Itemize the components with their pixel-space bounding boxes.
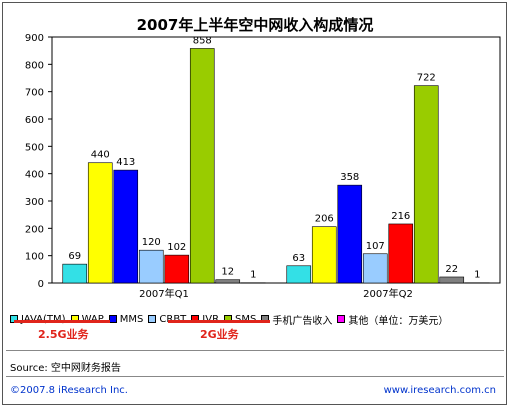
legend-swatch [337,315,346,323]
chart-title: 2007年上半年空中网收入构成情况 [137,16,374,34]
legend-swatch [108,315,117,323]
bar [87,162,113,284]
y-tick-label: 500 [25,142,44,153]
bar-chart: 2007年上半年空中网收入构成情况 0 100 200 300 400 500 600 700… [25,16,501,300]
y-tick-label: 100 [25,252,44,263]
x-category-label: 2007年Q1 [139,287,189,300]
bar [240,282,266,284]
bar [362,253,388,284]
data-label: 102 [167,242,186,253]
group-underline-2g [168,320,270,323]
y-tick-label: 0 [38,279,44,290]
legend-label: SMS [235,313,257,325]
bar [439,276,465,284]
bar [138,249,164,284]
bar [286,265,312,284]
bar [337,184,363,284]
legend-label: 其他（单位：万美元） [348,315,449,327]
y-tick-label: 400 [25,170,44,181]
y-tick-label: 700 [25,88,44,99]
legend-label: IVR [202,313,220,325]
data-label: 440 [91,150,110,161]
data-label: 22 [445,264,458,275]
bar [62,263,88,284]
y-tick-label: 200 [25,224,44,235]
legend-label: MMS [119,313,144,325]
bar [189,48,215,284]
data-label: 1 [250,270,256,281]
divider-top [6,350,504,351]
data-label: 120 [142,237,161,248]
group-underline-25g [14,320,110,323]
legend-swatch [148,315,157,323]
chart-frame [2,2,507,405]
copyright-text: ©2007.8 iResearch Inc. [10,385,128,396]
data-label: 722 [417,73,436,84]
data-label: 69 [68,251,81,262]
data-label: 358 [340,172,359,183]
legend-item: 手机广告收入 [261,312,332,327]
data-label: 63 [292,253,305,264]
plot-area [51,36,501,284]
bar [113,169,139,284]
data-label: 858 [193,35,212,46]
legend-item: CRBT [148,314,186,325]
data-label: 1 [474,270,480,281]
chart-legend: JAVA(TM) WAP MMS CRBT IVR SMS 手机广告收入 其他（单位：万美元） [10,311,453,327]
source-text: Source: 空中网财务报告 [10,363,121,374]
divider-bottom [6,376,504,377]
bar [215,279,241,284]
x-category-label: 2007年Q2 [363,287,413,300]
legend-label: JAVA(TM) [21,313,66,325]
bar [311,226,337,284]
bar [413,85,439,284]
legend-item: 其他（单位：万美元） [337,312,448,327]
data-label: 12 [221,267,234,278]
legend-label: CRBT [159,313,187,325]
y-tick-label: 900 [25,33,44,44]
y-tick-label: 300 [25,197,44,208]
legend-label: WAP [81,313,104,325]
legend-label: 手机广告收入 [272,315,333,327]
group-label-2g: 2G业务 [200,328,239,341]
data-label: 206 [315,214,334,225]
data-label: 413 [116,157,135,168]
bar [388,223,414,284]
y-tick-label: 600 [25,115,44,126]
data-label: 107 [366,241,385,252]
bar [164,254,190,284]
y-tick-label: 800 [25,60,44,71]
website-link[interactable]: www.iresearch.com.cn [383,385,496,396]
bar [464,282,490,284]
data-label: 216 [391,211,410,222]
group-label-25g: 2.5G业务 [38,328,89,341]
legend-item: MMS [108,313,144,325]
